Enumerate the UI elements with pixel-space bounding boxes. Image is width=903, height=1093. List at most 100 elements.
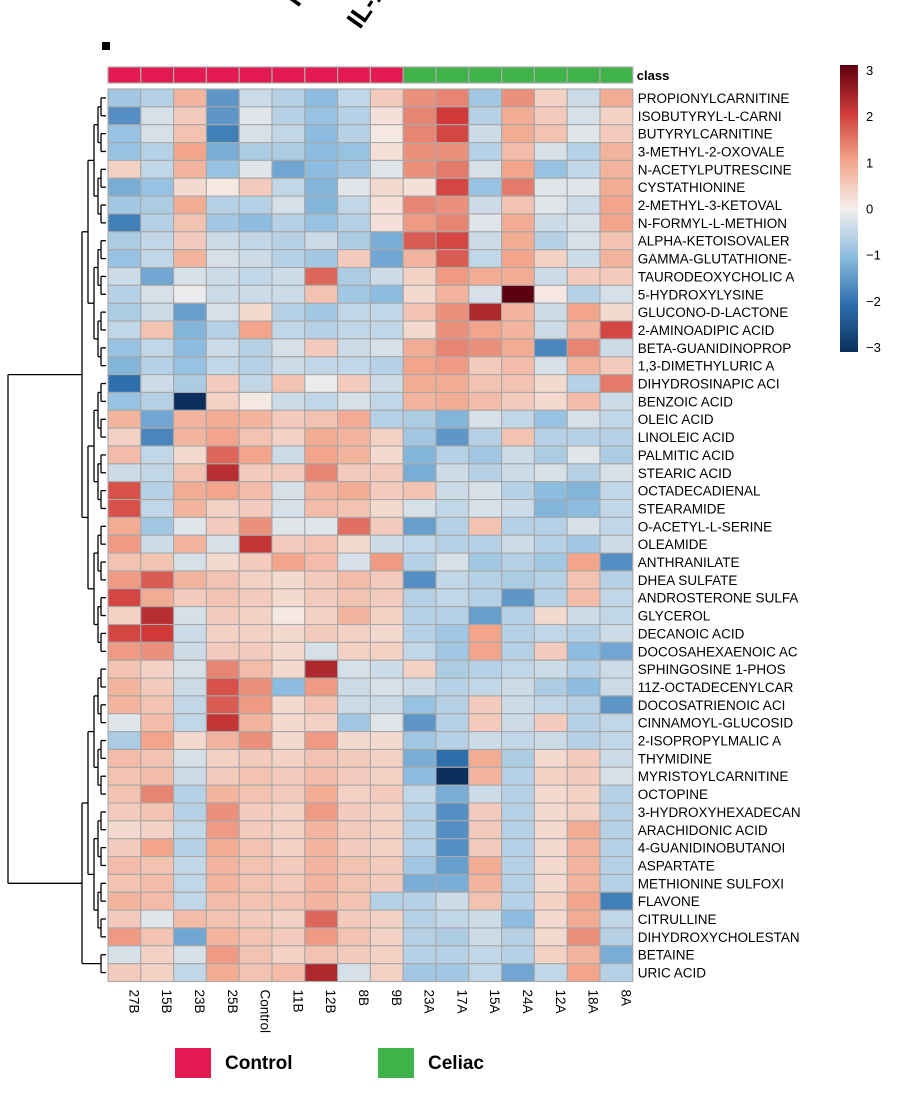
heatmap-cell — [501, 963, 535, 983]
heatmap-cell — [337, 659, 371, 679]
heatmap-cell — [271, 249, 306, 269]
heatmap-cell — [369, 963, 404, 983]
heatmap-cell — [369, 88, 404, 108]
heatmap-cell — [566, 427, 601, 447]
heatmap-cell — [304, 302, 339, 322]
column-label: 9B — [389, 990, 404, 1007]
heatmap-cell — [337, 231, 371, 251]
heatmap-cell — [468, 855, 503, 875]
heatmap-cell — [238, 606, 273, 626]
heatmap-cell — [238, 855, 273, 875]
heatmap-cell — [533, 88, 568, 108]
heatmap-cell — [501, 213, 535, 233]
heatmap-cell — [566, 106, 601, 126]
class-cell-27B — [107, 66, 142, 84]
heatmap-cell — [501, 356, 535, 376]
heatmap-cell — [238, 945, 273, 965]
heatmap-cell — [337, 766, 371, 786]
heatmap-cell — [501, 945, 535, 965]
heatmap-cell — [337, 927, 371, 947]
heatmap-cell — [238, 623, 273, 643]
heatmap-cell — [337, 284, 371, 304]
heatmap-cell — [107, 659, 142, 679]
heatmap-cell — [304, 927, 339, 947]
row-label: ARACHIDONIC ACID — [638, 823, 768, 838]
heatmap-cell — [337, 463, 371, 483]
heatmap-cell — [599, 945, 634, 965]
heatmap-cell — [599, 445, 634, 465]
heatmap-cell — [435, 677, 470, 697]
heatmap-cell — [238, 284, 273, 304]
heatmap-cell — [402, 124, 437, 144]
color-scale-tick: −1 — [866, 248, 881, 263]
heatmap-cell — [369, 838, 404, 858]
heatmap-cell — [435, 641, 470, 661]
heatmap-cell — [107, 177, 142, 197]
heatmap-cell — [304, 159, 339, 179]
heatmap-cell — [140, 784, 175, 804]
heatmap-cell — [337, 909, 371, 929]
heatmap-cell — [205, 356, 240, 376]
heatmap-cell — [501, 855, 535, 875]
heatmap-cell — [173, 195, 207, 215]
heatmap-cell — [205, 623, 240, 643]
heatmap-cell — [304, 498, 339, 518]
heatmap-cell — [205, 570, 240, 590]
heatmap-cell — [238, 338, 273, 358]
heatmap-cell — [271, 124, 306, 144]
heatmap-cell — [173, 374, 207, 394]
class-cell-12A — [533, 66, 568, 84]
heatmap-cell — [566, 374, 601, 394]
heatmap-cell — [435, 802, 470, 822]
heatmap-cell — [369, 695, 404, 715]
heatmap-cell — [599, 588, 634, 608]
heatmap-cell — [501, 302, 535, 322]
heatmap-cell — [107, 427, 142, 447]
heatmap-cell — [501, 106, 535, 126]
heatmap-cell — [107, 231, 142, 251]
heatmap-cell — [337, 855, 371, 875]
heatmap-cell — [140, 481, 175, 501]
heatmap-cell — [468, 142, 503, 161]
heatmap-cell — [566, 249, 601, 269]
heatmap-cell — [238, 748, 273, 768]
row-dendrogram — [7, 97, 106, 974]
heatmap-cell — [238, 838, 273, 858]
row-label: 3-HYDROXYHEXADECAN — [638, 805, 801, 820]
heatmap-cell — [271, 766, 306, 786]
heatmap-cell — [468, 802, 503, 822]
heatmap-cell — [468, 124, 503, 144]
heatmap-cell — [501, 177, 535, 197]
heatmap-cell — [369, 873, 404, 893]
heatmap-cell — [304, 552, 339, 572]
heatmap-cell — [337, 695, 371, 715]
heatmap-cell — [566, 195, 601, 215]
heatmap-cell — [173, 409, 207, 429]
color-scale-tick: 3 — [866, 63, 873, 78]
heatmap-cell — [468, 231, 503, 251]
heatmap-cell — [369, 409, 404, 429]
heatmap-cell — [205, 891, 240, 911]
heatmap-cell — [435, 409, 470, 429]
heatmap-cell — [435, 249, 470, 269]
heatmap-cell — [337, 177, 371, 197]
heatmap-cell — [468, 88, 503, 108]
heatmap-cell — [599, 677, 634, 697]
row-label: CINNAMOYL-GLUCOSID — [638, 716, 794, 731]
heatmap-cell — [271, 338, 306, 358]
heatmap-cell — [533, 588, 568, 608]
heatmap-cell — [271, 266, 306, 286]
heatmap-cell — [337, 963, 371, 983]
heatmap-cell — [337, 445, 371, 465]
heatmap-cell — [533, 873, 568, 893]
heatmap-cell — [501, 266, 535, 286]
heatmap-cell — [304, 909, 339, 929]
heatmap-cell — [140, 873, 175, 893]
heatmap-cell — [369, 249, 404, 269]
heatmap-cell — [468, 677, 503, 697]
heatmap-cell — [107, 588, 142, 608]
heatmap-cell — [304, 320, 339, 340]
heatmap-cell — [107, 820, 142, 840]
heatmap-cell — [140, 338, 175, 358]
heatmap-cell — [533, 552, 568, 572]
